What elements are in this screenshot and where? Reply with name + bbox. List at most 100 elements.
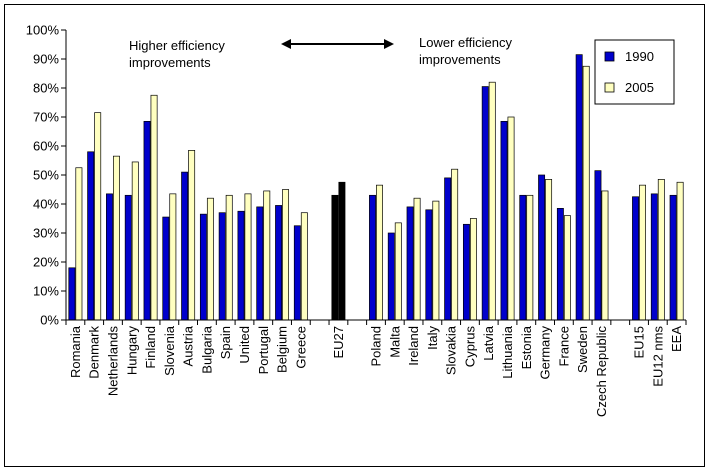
y-tick-label: 80% <box>33 81 59 96</box>
bar-2005-Hungary <box>131 161 139 321</box>
bar-1990-Netherlands <box>106 193 113 321</box>
bar-2005-Ireland <box>413 197 421 321</box>
x-category-label: Denmark <box>87 326 102 379</box>
x-category-label: Sweden <box>575 326 590 373</box>
annotation-lower-line2: improvements <box>419 52 501 67</box>
x-category-label: Romania <box>68 325 83 378</box>
y-tick-label: 100% <box>26 23 60 38</box>
bar-2005-Greece <box>300 212 308 321</box>
bar-1990-EU12 nms <box>650 193 658 321</box>
x-category-label: Germany <box>538 326 553 380</box>
bar-2005-Austria <box>188 150 196 321</box>
x-category-label: Italy <box>425 326 440 350</box>
y-tick-label: 0% <box>40 313 59 328</box>
x-category-label: Cyprus <box>462 326 477 368</box>
y-tick-label: 50% <box>33 168 59 183</box>
bar-1990-Cyprus <box>462 223 470 321</box>
bar-2005-Latvia <box>488 81 496 321</box>
double-arrow <box>281 39 394 49</box>
x-category-label: Portugal <box>256 326 271 375</box>
annotation-lower-line1: Lower efficiency <box>419 35 512 50</box>
legend-swatch-2005 <box>604 82 615 93</box>
x-category-label: Belgium <box>275 326 290 373</box>
bar-1990-Austria <box>181 171 189 321</box>
x-category-label: Finland <box>143 326 158 369</box>
bar-2005-Italy <box>432 200 440 321</box>
bar-1990-Latvia <box>481 86 489 321</box>
bar-2005-EU27 <box>338 181 346 321</box>
legend-swatch-1990 <box>604 51 615 62</box>
chart-frame: 0% 10% 20% 30% 40% 50% 60% 70% 80% 90% 100% Romani… <box>4 4 705 467</box>
y-tick-label: 90% <box>33 52 59 67</box>
bar-1990-EU27 <box>331 194 339 321</box>
bar-2005-United <box>244 193 252 321</box>
x-category-label: EU27 <box>331 326 346 359</box>
bar-2005-Lithuania <box>507 116 515 321</box>
bar-1990-Malta <box>387 232 395 321</box>
bar-1990-Bulgaria <box>199 213 207 321</box>
x-category-label: Malta <box>387 325 402 358</box>
x-category-label: Slovenia <box>162 325 177 376</box>
x-category-label: Netherlands <box>105 326 120 397</box>
bar-2005-Romania <box>75 167 83 321</box>
bar-1990-Hungary <box>124 194 132 321</box>
legend-label-2005: 2005 <box>625 80 654 95</box>
x-category-label: Poland <box>369 326 384 366</box>
x-category-label: Lithuania <box>500 325 515 379</box>
bar-1990-EU15 <box>632 196 639 321</box>
y-tick-label: 10% <box>33 284 59 299</box>
bar-2005-Sweden <box>582 65 590 321</box>
bar-chart: 0% 10% 20% 30% 40% 50% 60% 70% 80% 90% 100% Romani… <box>26 23 687 418</box>
bar-1990-Estonia <box>519 194 527 321</box>
bar-1990-Belgium <box>275 205 283 321</box>
x-axis: Romania Denmark Netherlands Hungary Finland S… <box>65 319 687 418</box>
annotation-higher-line2: improvements <box>129 55 211 70</box>
bar-2005-Slovenia <box>169 193 177 321</box>
bar-2005-Netherlands <box>113 155 120 321</box>
y-tick-label: 70% <box>33 110 59 125</box>
bar-1990-Poland <box>369 194 376 321</box>
bar-1990-Sweden <box>575 54 583 321</box>
x-category-label: United <box>237 326 252 364</box>
x-category-label: EU12 nms <box>650 326 665 387</box>
bar-2005-Estonia <box>526 194 534 321</box>
bar-1990-Spain <box>218 212 226 321</box>
y-tick-label: 60% <box>33 139 59 154</box>
bar-1990-Greece <box>293 225 301 321</box>
bar-1990-Finland <box>143 120 151 321</box>
bar-2005-Cyprus <box>469 218 477 321</box>
x-category-label: Czech Republic <box>594 326 609 418</box>
bar-2005-Finland <box>150 94 158 321</box>
x-category-label: Ireland <box>406 326 421 366</box>
bar-2005-Denmark <box>94 112 102 321</box>
bar-1990-Portugal <box>256 206 264 321</box>
bar-2005-Malta <box>394 222 402 321</box>
bar-1990-Romania <box>68 267 76 321</box>
bar-1990-Ireland <box>406 206 414 321</box>
bar-2005-EEA <box>676 181 684 321</box>
bar-1990-Denmark <box>87 151 95 321</box>
bar-1990-Slovakia <box>444 177 452 321</box>
x-category-label: Latvia <box>481 325 496 360</box>
x-category-label: Slovakia <box>444 325 459 375</box>
bar-2005-Poland <box>376 184 383 321</box>
x-category-label: Estonia <box>519 325 534 369</box>
bar-1990-Czech Republic <box>594 170 602 321</box>
bar-2005-Germany <box>545 179 553 321</box>
x-category-label: Austria <box>181 325 196 366</box>
x-category-label: Bulgaria <box>199 325 214 373</box>
annotation-higher-line1: Higher efficiency <box>129 38 225 53</box>
y-tick-label: 30% <box>33 226 59 241</box>
bar-1990-United <box>237 210 245 321</box>
bar-1990-France <box>556 208 564 321</box>
bar-2005-Belgium <box>282 189 290 321</box>
bar-2005-Czech Republic <box>601 190 609 321</box>
y-tick-label: 20% <box>33 255 59 270</box>
y-tick-label: 40% <box>33 197 59 212</box>
bar-2005-Spain <box>225 194 233 321</box>
bar-1990-Germany <box>538 174 546 321</box>
legend: 1990 2005 <box>594 39 675 105</box>
legend-label-1990: 1990 <box>625 49 654 64</box>
x-category-label: Hungary <box>124 326 139 376</box>
bar-2005-Bulgaria <box>206 197 214 321</box>
